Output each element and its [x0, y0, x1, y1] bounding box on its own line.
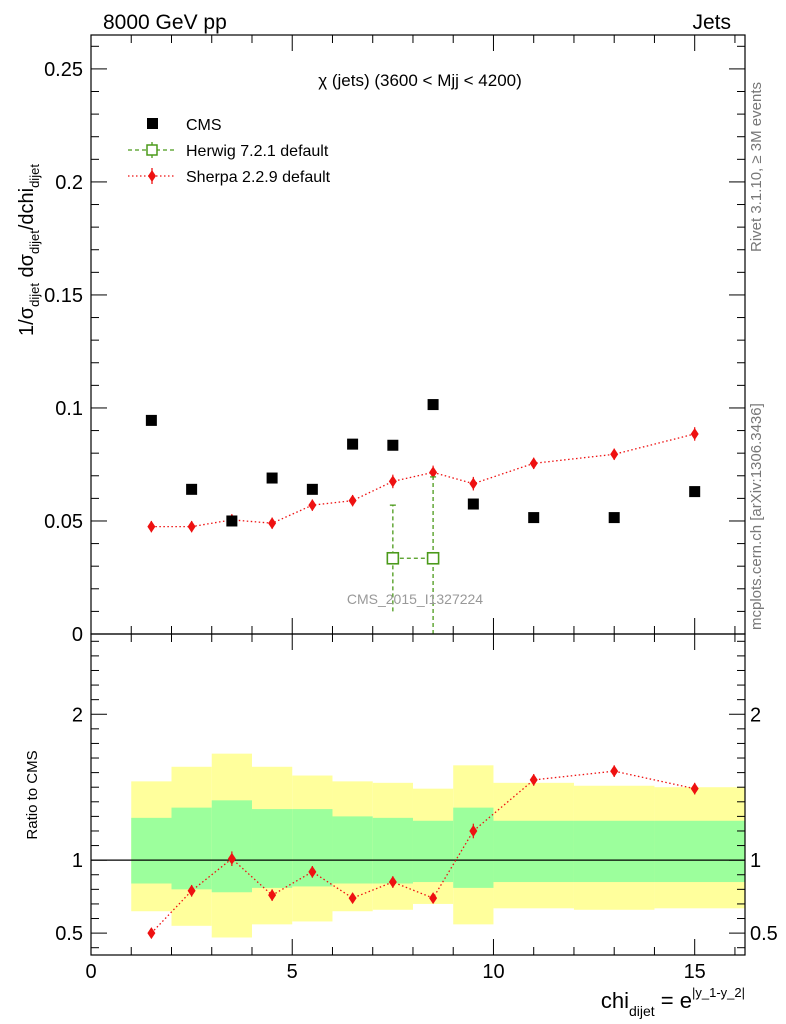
band-green	[412, 820, 454, 883]
sherpa-ratio-point	[268, 889, 277, 902]
ratio-ytick-label: 1	[72, 850, 83, 872]
legend-herwig-label: Herwig 7.2.1 default	[186, 143, 329, 160]
legend-herwig-marker	[146, 144, 158, 156]
legend: CMS Herwig 7.2.1 default Sherpa 2.2.9 de…	[128, 117, 331, 186]
cms-point	[427, 399, 439, 411]
sherpa-ratio-line	[150, 770, 695, 934]
legend-sherpa-marker	[148, 170, 156, 182]
sherpa-ratio-point	[469, 824, 478, 837]
main-panel: 0 0.05 0.1 0.15 0.2 0.25	[44, 34, 746, 646]
sherpa-point	[469, 477, 478, 490]
sherpa-point	[268, 517, 277, 530]
sherpa-ratio-point	[610, 765, 619, 778]
band-green	[211, 800, 252, 893]
cms-point	[186, 483, 198, 495]
band-green	[251, 809, 293, 888]
cms-point	[347, 438, 359, 450]
ratio-panel: 0.5 0.5 1 1 2 2 0 5 10 15	[55, 633, 778, 983]
sherpa-ratio-point	[187, 884, 196, 897]
xtick-label: 0	[85, 961, 96, 983]
main-ytick-label: 0.15	[44, 285, 83, 307]
sherpa-point	[429, 466, 438, 479]
main-ytick-label: 0.05	[44, 511, 83, 533]
sherpa-point	[147, 520, 156, 533]
band-green	[573, 820, 655, 883]
ratio-frame	[90, 633, 746, 956]
legend-cms-marker	[147, 118, 158, 129]
sherpa-ratio-point	[690, 782, 699, 795]
ratio-ytick-label-right: 1	[750, 850, 761, 872]
legend-cms-label: CMS	[186, 117, 222, 134]
main-ytick-label: 0.1	[55, 398, 83, 420]
sherpa-point	[529, 457, 538, 470]
sherpa-ratio-point	[429, 892, 438, 905]
xtick-label: 15	[684, 961, 706, 983]
ratio-ytick-label-right: 2	[750, 704, 761, 726]
mcplots-label: mcplots.cern.ch [arXiv:1306.3436]	[748, 403, 765, 630]
main-ytick-label: 0.25	[44, 59, 83, 81]
analysis-watermark: CMS_2015_I1327224	[347, 591, 483, 607]
xtick-label: 5	[287, 961, 298, 983]
chart-title: χ (jets) (3600 < Mjj < 4200)	[318, 71, 522, 90]
sherpa-point	[690, 427, 699, 440]
cms-point	[226, 515, 238, 527]
band-green	[131, 817, 172, 884]
cms-point	[528, 512, 540, 524]
sherpa-line	[151, 433, 695, 528]
ratio-ytick-label-right: 0.5	[750, 923, 778, 945]
header-jets: Jets	[692, 11, 731, 34]
band-green	[332, 816, 373, 884]
band-green	[171, 807, 212, 890]
sherpa-point	[610, 448, 619, 461]
ratio-ylabel: Ratio to CMS	[24, 750, 41, 839]
sherpa-ratio-point	[147, 927, 156, 940]
band-green	[453, 807, 494, 888]
x-axis-label: chidijet = e|y_1-y_2|	[601, 985, 745, 1019]
sherpa-point	[308, 499, 317, 512]
sherpa-ratio-point	[308, 865, 317, 878]
sherpa-point	[348, 494, 357, 507]
sherpa-ratio-point	[388, 876, 397, 889]
sherpa-point	[187, 520, 196, 533]
main-ytick-label: 0.2	[55, 172, 83, 194]
sherpa-ratio-point	[529, 773, 538, 786]
main-ytick-label: 0	[72, 624, 83, 646]
cms-point	[387, 439, 399, 451]
cms-point	[145, 414, 157, 426]
herwig-point	[386, 551, 400, 565]
svg-text:1/σdijet dσdijet/dchidijet: 1/σdijet dσdijet/dchidijet	[16, 164, 42, 336]
ratio-ytick-label: 0.5	[55, 923, 83, 945]
cms-point	[266, 472, 278, 484]
ratio-ytick-label: 2	[72, 704, 83, 726]
cms-point	[689, 486, 701, 498]
herwig-point	[426, 551, 440, 565]
header-energy: 8000 GeV pp	[103, 11, 227, 34]
cms-point	[467, 498, 479, 510]
band-green	[493, 820, 574, 883]
rivet-label: Rivet 3.1.10, ≥ 3M events	[748, 82, 765, 252]
sherpa-point	[388, 475, 397, 488]
xtick-label: 10	[482, 961, 504, 983]
legend-sherpa-label: Sherpa 2.2.9 default	[186, 169, 331, 186]
svg-text:chidijet = e|y_1-y_2|: chidijet = e|y_1-y_2|	[601, 985, 745, 1019]
cms-point	[306, 483, 318, 495]
band-green	[654, 820, 745, 883]
sherpa-ratio-point	[348, 892, 357, 905]
cms-point	[608, 512, 620, 524]
sherpa-ratio-point	[227, 852, 236, 865]
band-green	[372, 817, 413, 884]
main-ylabel: 1/σdijet dσdijet/dchidijet	[16, 164, 42, 336]
